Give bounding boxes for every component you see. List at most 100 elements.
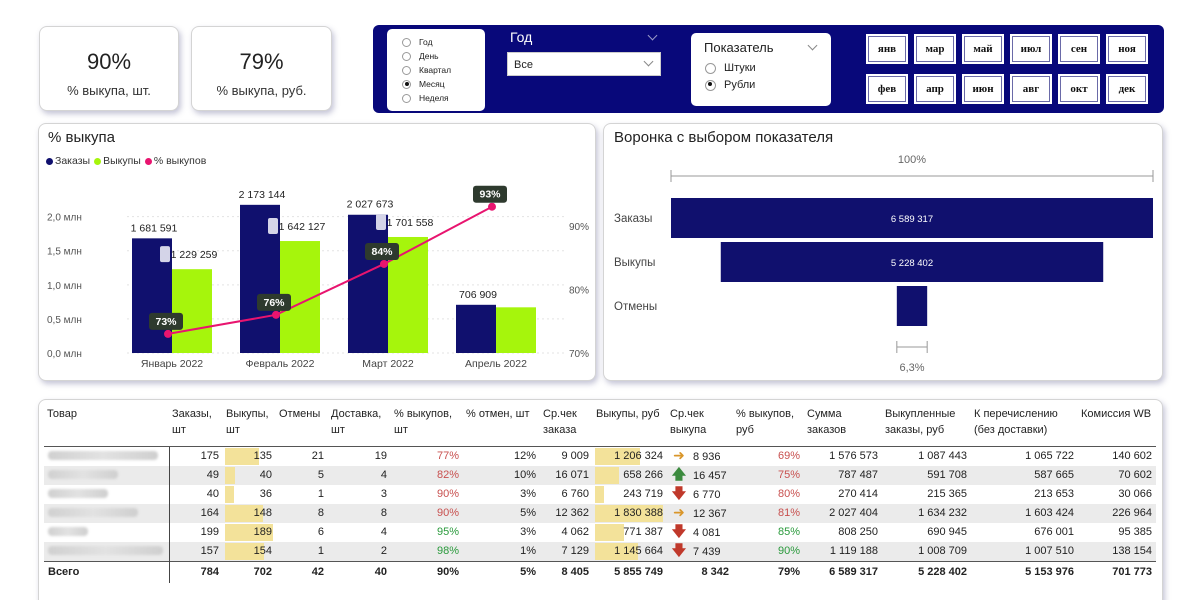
table-row[interactable]: 199 189 6 4 95% 3% 4 062 771 387 🡇 4 081 85% 808 25…	[44, 522, 1156, 542]
period-option[interactable]: Неделя	[402, 93, 449, 103]
month-button[interactable]: фев	[865, 73, 909, 105]
column-header[interactable]: Товар	[44, 404, 169, 447]
rate-point[interactable]	[380, 259, 388, 268]
month-button[interactable]: мар	[913, 33, 957, 65]
total-avg-buyout-cell: 8 342	[667, 560, 733, 583]
period-option[interactable]: Год	[402, 37, 433, 47]
period-slicer: Год День Квартал Месяц Неделя	[387, 29, 485, 111]
funnel-category: Выкупы	[614, 257, 655, 269]
redacted-name	[48, 508, 138, 518]
period-option-label: Квартал	[419, 65, 452, 75]
period-option[interactable]: Месяц	[402, 79, 445, 89]
year-dropdown[interactable]: Все	[507, 52, 661, 76]
table-row[interactable]: 164 148 8 8 90% 5% 12 362 1 830 388 ➜ 12 367 81% 2 …	[44, 503, 1156, 523]
label-background	[268, 218, 278, 235]
column-header[interactable]: Комиссия WB	[1078, 404, 1156, 447]
period-option-label: Месяц	[419, 79, 445, 89]
bar-label-buyouts: 1 229 259	[171, 249, 218, 261]
product-name-cell	[44, 465, 170, 485]
column-header[interactable]: Отмены	[276, 404, 328, 447]
buyout-pct-rub-cell: 81%	[733, 503, 804, 523]
indicator-option-pcs[interactable]: Штуки	[705, 62, 756, 74]
column-header[interactable]: % выкупов, шт	[391, 404, 463, 447]
delivery-cell: 2	[328, 541, 391, 561]
rate-point[interactable]	[488, 202, 496, 211]
chevron-down-icon[interactable]	[807, 40, 818, 51]
column-header[interactable]: Ср.чек заказа	[540, 404, 593, 447]
y2-tick-label: 70%	[569, 349, 589, 360]
legend-dot-icon	[46, 157, 53, 165]
radio-icon	[705, 62, 716, 74]
commission-cell: 138 154	[1078, 541, 1156, 561]
funnel-bar[interactable]	[671, 198, 1153, 238]
month-button[interactable]: июл	[1009, 33, 1053, 65]
period-option[interactable]: Квартал	[402, 65, 451, 75]
legend-item-buyouts[interactable]: Выкупы	[94, 155, 141, 167]
avg-buyout-cell: 🡇 7 439	[667, 541, 733, 561]
column-header[interactable]: Выкупленные заказы, руб	[882, 404, 971, 447]
kpi-card-rub[interactable]: 79% % выкупа, руб.	[191, 26, 332, 111]
column-header[interactable]: Ср.чек выкупа	[667, 404, 733, 447]
table-row[interactable]: 49 40 5 4 82% 10% 16 071 658 266 🡅 16 457 75% 787 4…	[44, 465, 1156, 485]
month-button[interactable]: авг	[1009, 73, 1053, 105]
funnel-title: Воронка с выбором показателя	[614, 129, 834, 146]
commission-cell: 95 385	[1118, 525, 1152, 538]
rate-line	[167, 205, 493, 335]
buyout-pct-rub-cell: 80%	[777, 487, 800, 500]
month-button[interactable]: дек	[1105, 73, 1149, 105]
column-header[interactable]: Выкупы, шт	[223, 404, 276, 447]
column-header[interactable]: Сумма заказов	[804, 404, 882, 447]
rate-point[interactable]	[164, 329, 172, 338]
chevron-down-icon[interactable]	[647, 30, 658, 41]
cancels-cell: 6	[317, 525, 324, 538]
month-button[interactable]: ноя	[1105, 33, 1149, 65]
column-header[interactable]: % отмен, шт	[463, 404, 540, 447]
funnel-bar[interactable]	[896, 286, 928, 326]
month-button[interactable]: апр	[913, 73, 957, 105]
table-row[interactable]: 40 36 1 3 90% 3% 6 760 243 719 🡇 6 770 80% 270 414 2…	[44, 484, 1156, 504]
funnel-bar[interactable]	[720, 242, 1104, 282]
commission-cell: 30 066	[1118, 487, 1152, 500]
legend-item-orders[interactable]: Заказы	[46, 155, 90, 167]
column-header[interactable]: К перечислению (без доставки)	[971, 404, 1078, 447]
column-header[interactable]: Доставка, шт	[328, 404, 391, 447]
month-button[interactable]: окт	[1057, 73, 1101, 105]
orders-cell: 40	[206, 487, 219, 500]
buyout-pct-cell: 98%	[391, 541, 463, 561]
cancel-pct-cell: 3%	[520, 487, 536, 500]
period-option-label: Год	[419, 37, 433, 47]
month-button[interactable]: май	[961, 33, 1005, 65]
funnel-category: Заказы	[614, 213, 652, 225]
month-button[interactable]: сен	[1057, 33, 1101, 65]
column-header[interactable]: Заказы, шт	[169, 404, 223, 447]
indicator-option-rub[interactable]: Рубли	[705, 79, 755, 91]
data-bar	[225, 485, 234, 503]
column-header[interactable]: % выкупов, руб	[733, 404, 804, 447]
avg-order-cell: 12 362	[540, 503, 593, 523]
rate-point[interactable]	[272, 310, 280, 319]
table-row[interactable]: 157 154 1 2 98% 1% 7 129 1 145 664 🡇 7 439 90% 1 11…	[44, 541, 1156, 561]
kpi-card-pcs[interactable]: 90% % выкупа, шт.	[39, 26, 179, 111]
bar-orders[interactable]	[456, 304, 496, 353]
total-label: Всего	[44, 560, 170, 583]
avg-buyout-cell: ➜ 12 367	[667, 503, 733, 523]
data-bar	[595, 504, 663, 522]
cell-value: 16 457	[693, 469, 727, 482]
rate-label-box	[149, 312, 183, 330]
avg-order-cell: 4 062	[561, 525, 589, 538]
total-commission-cell: 701 773	[1078, 560, 1156, 583]
bar-buyouts[interactable]	[496, 307, 536, 353]
legend-item-rate[interactable]: % выкупов	[144, 155, 206, 167]
table-row[interactable]: 175 135 21 19 77% 12% 9 009 1 206 324 ➜ 8 936 69% 1…	[44, 446, 1156, 466]
month-button[interactable]: янв	[865, 33, 909, 65]
arrow-up-icon: 🡅	[671, 465, 687, 482]
bar-orders[interactable]	[348, 214, 388, 353]
total-avg-order-cell: 8 405	[540, 560, 593, 583]
period-option[interactable]: День	[402, 51, 439, 61]
data-bar	[595, 485, 604, 503]
redacted-name	[48, 470, 118, 480]
month-button[interactable]: июн	[961, 73, 1005, 105]
radio-icon	[402, 51, 411, 61]
bar-buyouts[interactable]	[172, 269, 212, 353]
column-header[interactable]: Выкупы, руб	[593, 404, 667, 447]
